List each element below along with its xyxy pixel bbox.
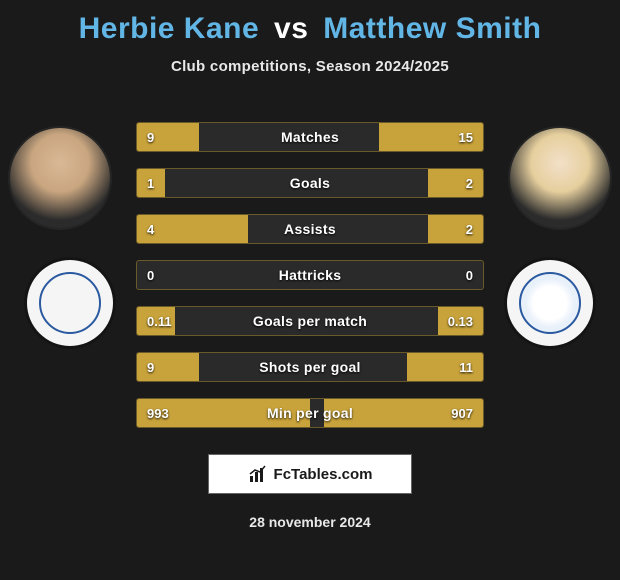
brand-badge[interactable]: FcTables.com [208, 454, 412, 494]
stat-row: 00Hattricks [136, 260, 484, 290]
brand-chart-icon [248, 464, 268, 484]
stat-label: Assists [137, 215, 483, 243]
subtitle: Club competitions, Season 2024/2025 [0, 58, 620, 75]
stat-label: Goals per match [137, 307, 483, 335]
player2-avatar [510, 128, 610, 228]
vs-separator: vs [274, 12, 308, 45]
player1-club-badge [27, 260, 113, 346]
player2-name: Matthew Smith [323, 12, 541, 45]
stat-label: Shots per goal [137, 353, 483, 381]
stat-label: Min per goal [137, 399, 483, 427]
stat-row: 42Assists [136, 214, 484, 244]
stat-label: Matches [137, 123, 483, 151]
player1-name: Herbie Kane [79, 12, 260, 45]
brand-text: FcTables.com [274, 466, 373, 483]
stat-label: Hattricks [137, 261, 483, 289]
stat-label: Goals [137, 169, 483, 197]
stat-row: 915Matches [136, 122, 484, 152]
stat-row: 12Goals [136, 168, 484, 198]
stat-row: 911Shots per goal [136, 352, 484, 382]
stat-row: 993907Min per goal [136, 398, 484, 428]
player2-club-badge [507, 260, 593, 346]
stats-bars: 915Matches 12Goals 42Assists 00Hattricks 0.1… [136, 122, 484, 444]
stat-row: 0.110.13Goals per match [136, 306, 484, 336]
player1-avatar [10, 128, 110, 228]
comparison-title: Herbie Kane vs Matthew Smith [0, 0, 620, 46]
date-label: 28 november 2024 [0, 514, 620, 530]
